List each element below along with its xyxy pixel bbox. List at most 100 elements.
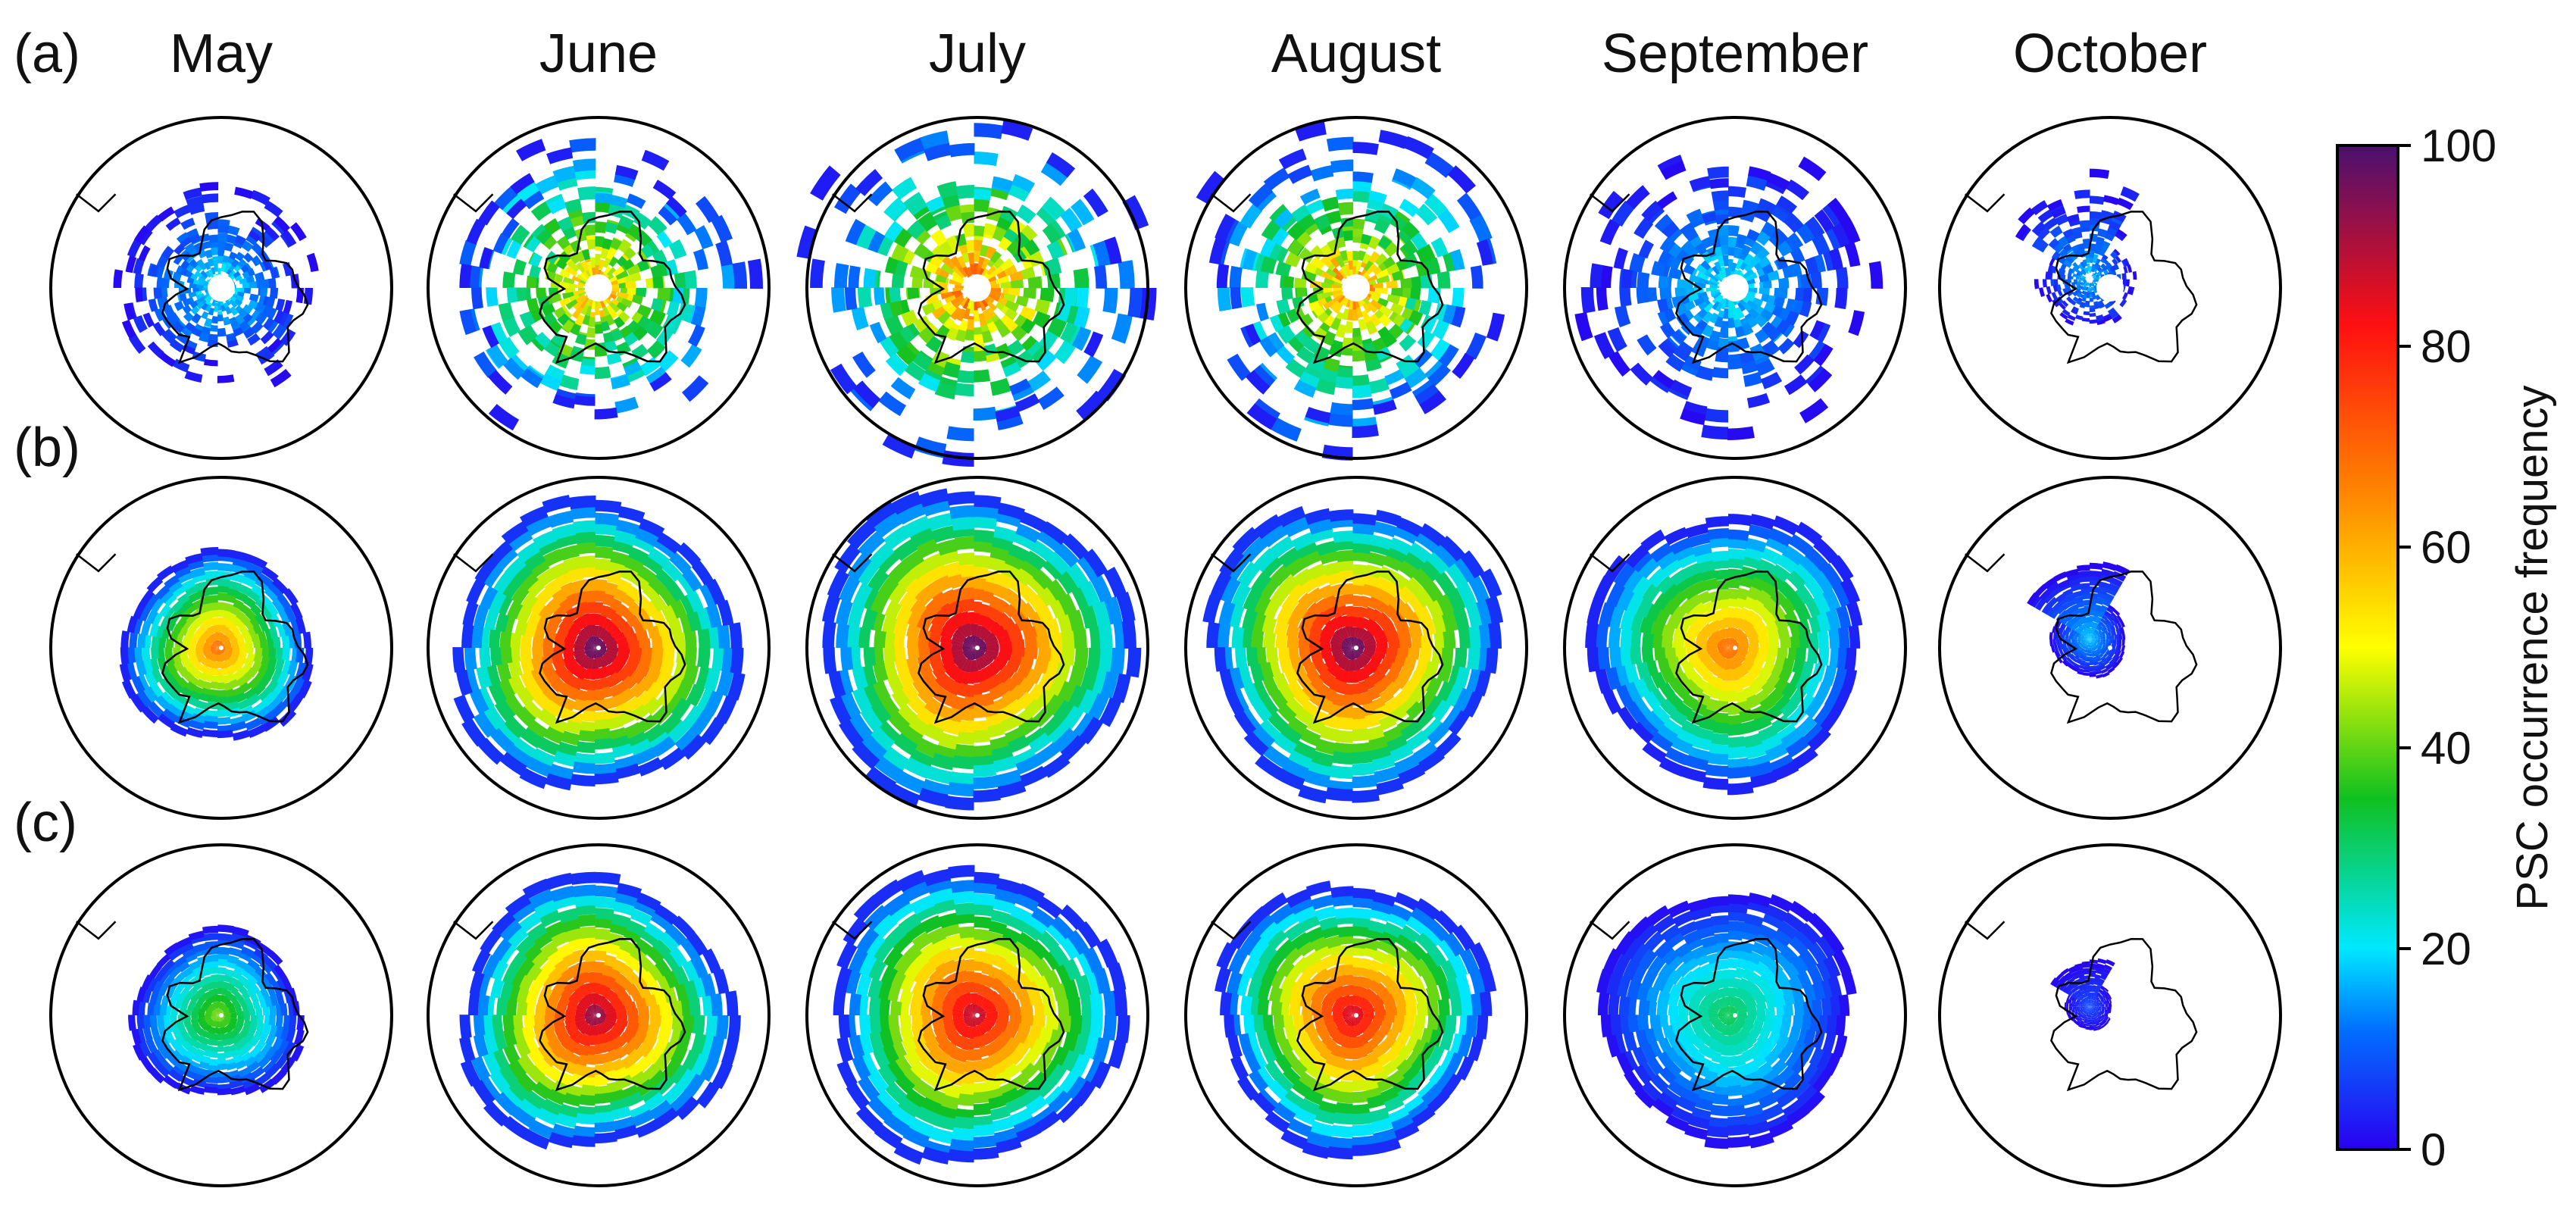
heat-cell [664, 259, 679, 276]
heat-cell [1217, 287, 1232, 311]
heat-cell [1042, 223, 1061, 244]
heat-cell [1831, 222, 1852, 248]
heat-cell [1754, 314, 1768, 328]
heat-cell [142, 647, 151, 661]
heat-cell [211, 299, 216, 307]
heat-cell [1053, 340, 1077, 364]
heat-cell [1662, 220, 1679, 239]
heat-cell [205, 249, 213, 258]
heat-cell [611, 328, 624, 342]
heat-cell [2062, 308, 2071, 317]
heat-cell [1728, 236, 1737, 248]
heat-cell [2103, 315, 2112, 322]
heat-cell [1330, 283, 1343, 288]
heat-cell [637, 315, 652, 330]
heat-cell [2096, 276, 2100, 279]
heat-cell [2049, 225, 2063, 238]
heat-cell [223, 317, 231, 325]
heat-cell [521, 634, 533, 648]
heat-cell [1767, 270, 1780, 281]
heat-cell [234, 234, 247, 245]
heat-cell [1333, 287, 1343, 292]
heat-cell [1758, 288, 1770, 295]
heat-cell [510, 224, 530, 245]
heat-cell [2100, 240, 2111, 252]
heat-cell [188, 292, 197, 299]
heat-cell [921, 302, 936, 316]
heat-cell [1724, 298, 1728, 308]
heat-cell [2071, 245, 2080, 253]
heat-cell [973, 369, 991, 383]
heat-cell [626, 193, 646, 209]
heat-cell [207, 586, 218, 596]
heat-cell [2089, 319, 2098, 324]
heat-cell [1642, 632, 1655, 648]
heat-cell [2102, 636, 2106, 639]
heat-cell [2071, 308, 2078, 315]
heat-cell [914, 242, 930, 259]
heat-cell [1427, 363, 1451, 386]
heat-cell [540, 233, 558, 250]
heat-cell [1810, 271, 1822, 289]
heat-cell [1659, 287, 1672, 300]
heat-cell [697, 627, 711, 649]
heat-cell [1752, 297, 1764, 307]
heat-cell [631, 294, 643, 305]
polar-panel-a-may [49, 116, 393, 460]
heat-cell [464, 647, 477, 671]
heat-cell [1784, 374, 1808, 396]
heat-cell [588, 317, 596, 327]
heat-cell [236, 295, 244, 302]
heat-cell [1009, 378, 1031, 396]
heat-cell [606, 352, 622, 365]
heat-cell [242, 282, 252, 289]
heat-cell [1259, 336, 1278, 358]
map-boundary [1938, 116, 2282, 460]
heat-cell [2053, 279, 2059, 286]
heat-cell [1064, 288, 1077, 307]
heat-cell [863, 647, 877, 668]
heat-cell [562, 292, 574, 300]
heat-cell [498, 302, 514, 322]
heat-cell [1701, 236, 1713, 249]
heat-cell [220, 262, 227, 272]
heat-cell [1320, 255, 1333, 267]
heat-cell [874, 234, 894, 257]
heat-cell [949, 279, 962, 286]
heat-cell [1470, 265, 1483, 289]
heat-cell [1727, 426, 1755, 440]
heat-cell [217, 648, 220, 655]
heat-cell [1358, 250, 1366, 261]
heat-cell [2052, 285, 2059, 292]
heat-cell [532, 647, 544, 659]
heat-cell [153, 287, 163, 299]
heat-cell [2093, 304, 2100, 310]
heat-cell [1712, 199, 1729, 211]
heat-cell [1400, 277, 1413, 289]
heat-cell [1805, 216, 1825, 239]
heat-cell [1269, 314, 1284, 333]
heat-cell [211, 643, 218, 648]
heat-cell [1352, 309, 1358, 321]
heat-cell [2086, 295, 2090, 299]
heat-cell [2111, 635, 2115, 639]
heat-cell [1815, 288, 1829, 306]
polar-panel-b-october [1938, 476, 2282, 820]
heat-cell [245, 648, 254, 655]
heat-cell [2115, 255, 2121, 263]
heat-cell [506, 240, 522, 259]
heat-cell [595, 546, 614, 559]
heat-cell [1778, 288, 1788, 299]
heat-cell [1217, 624, 1231, 648]
heat-cell [1728, 529, 1749, 541]
pole-marker [1343, 274, 1370, 302]
heat-cell [852, 352, 876, 378]
heat-cell [214, 648, 218, 655]
heat-cell [211, 648, 218, 653]
heat-cell [1263, 167, 1290, 191]
heat-cell [945, 205, 962, 222]
heat-cell [586, 689, 596, 702]
heat-cell [1330, 317, 1342, 331]
heat-cell [1658, 250, 1672, 266]
heat-cell [721, 263, 736, 289]
